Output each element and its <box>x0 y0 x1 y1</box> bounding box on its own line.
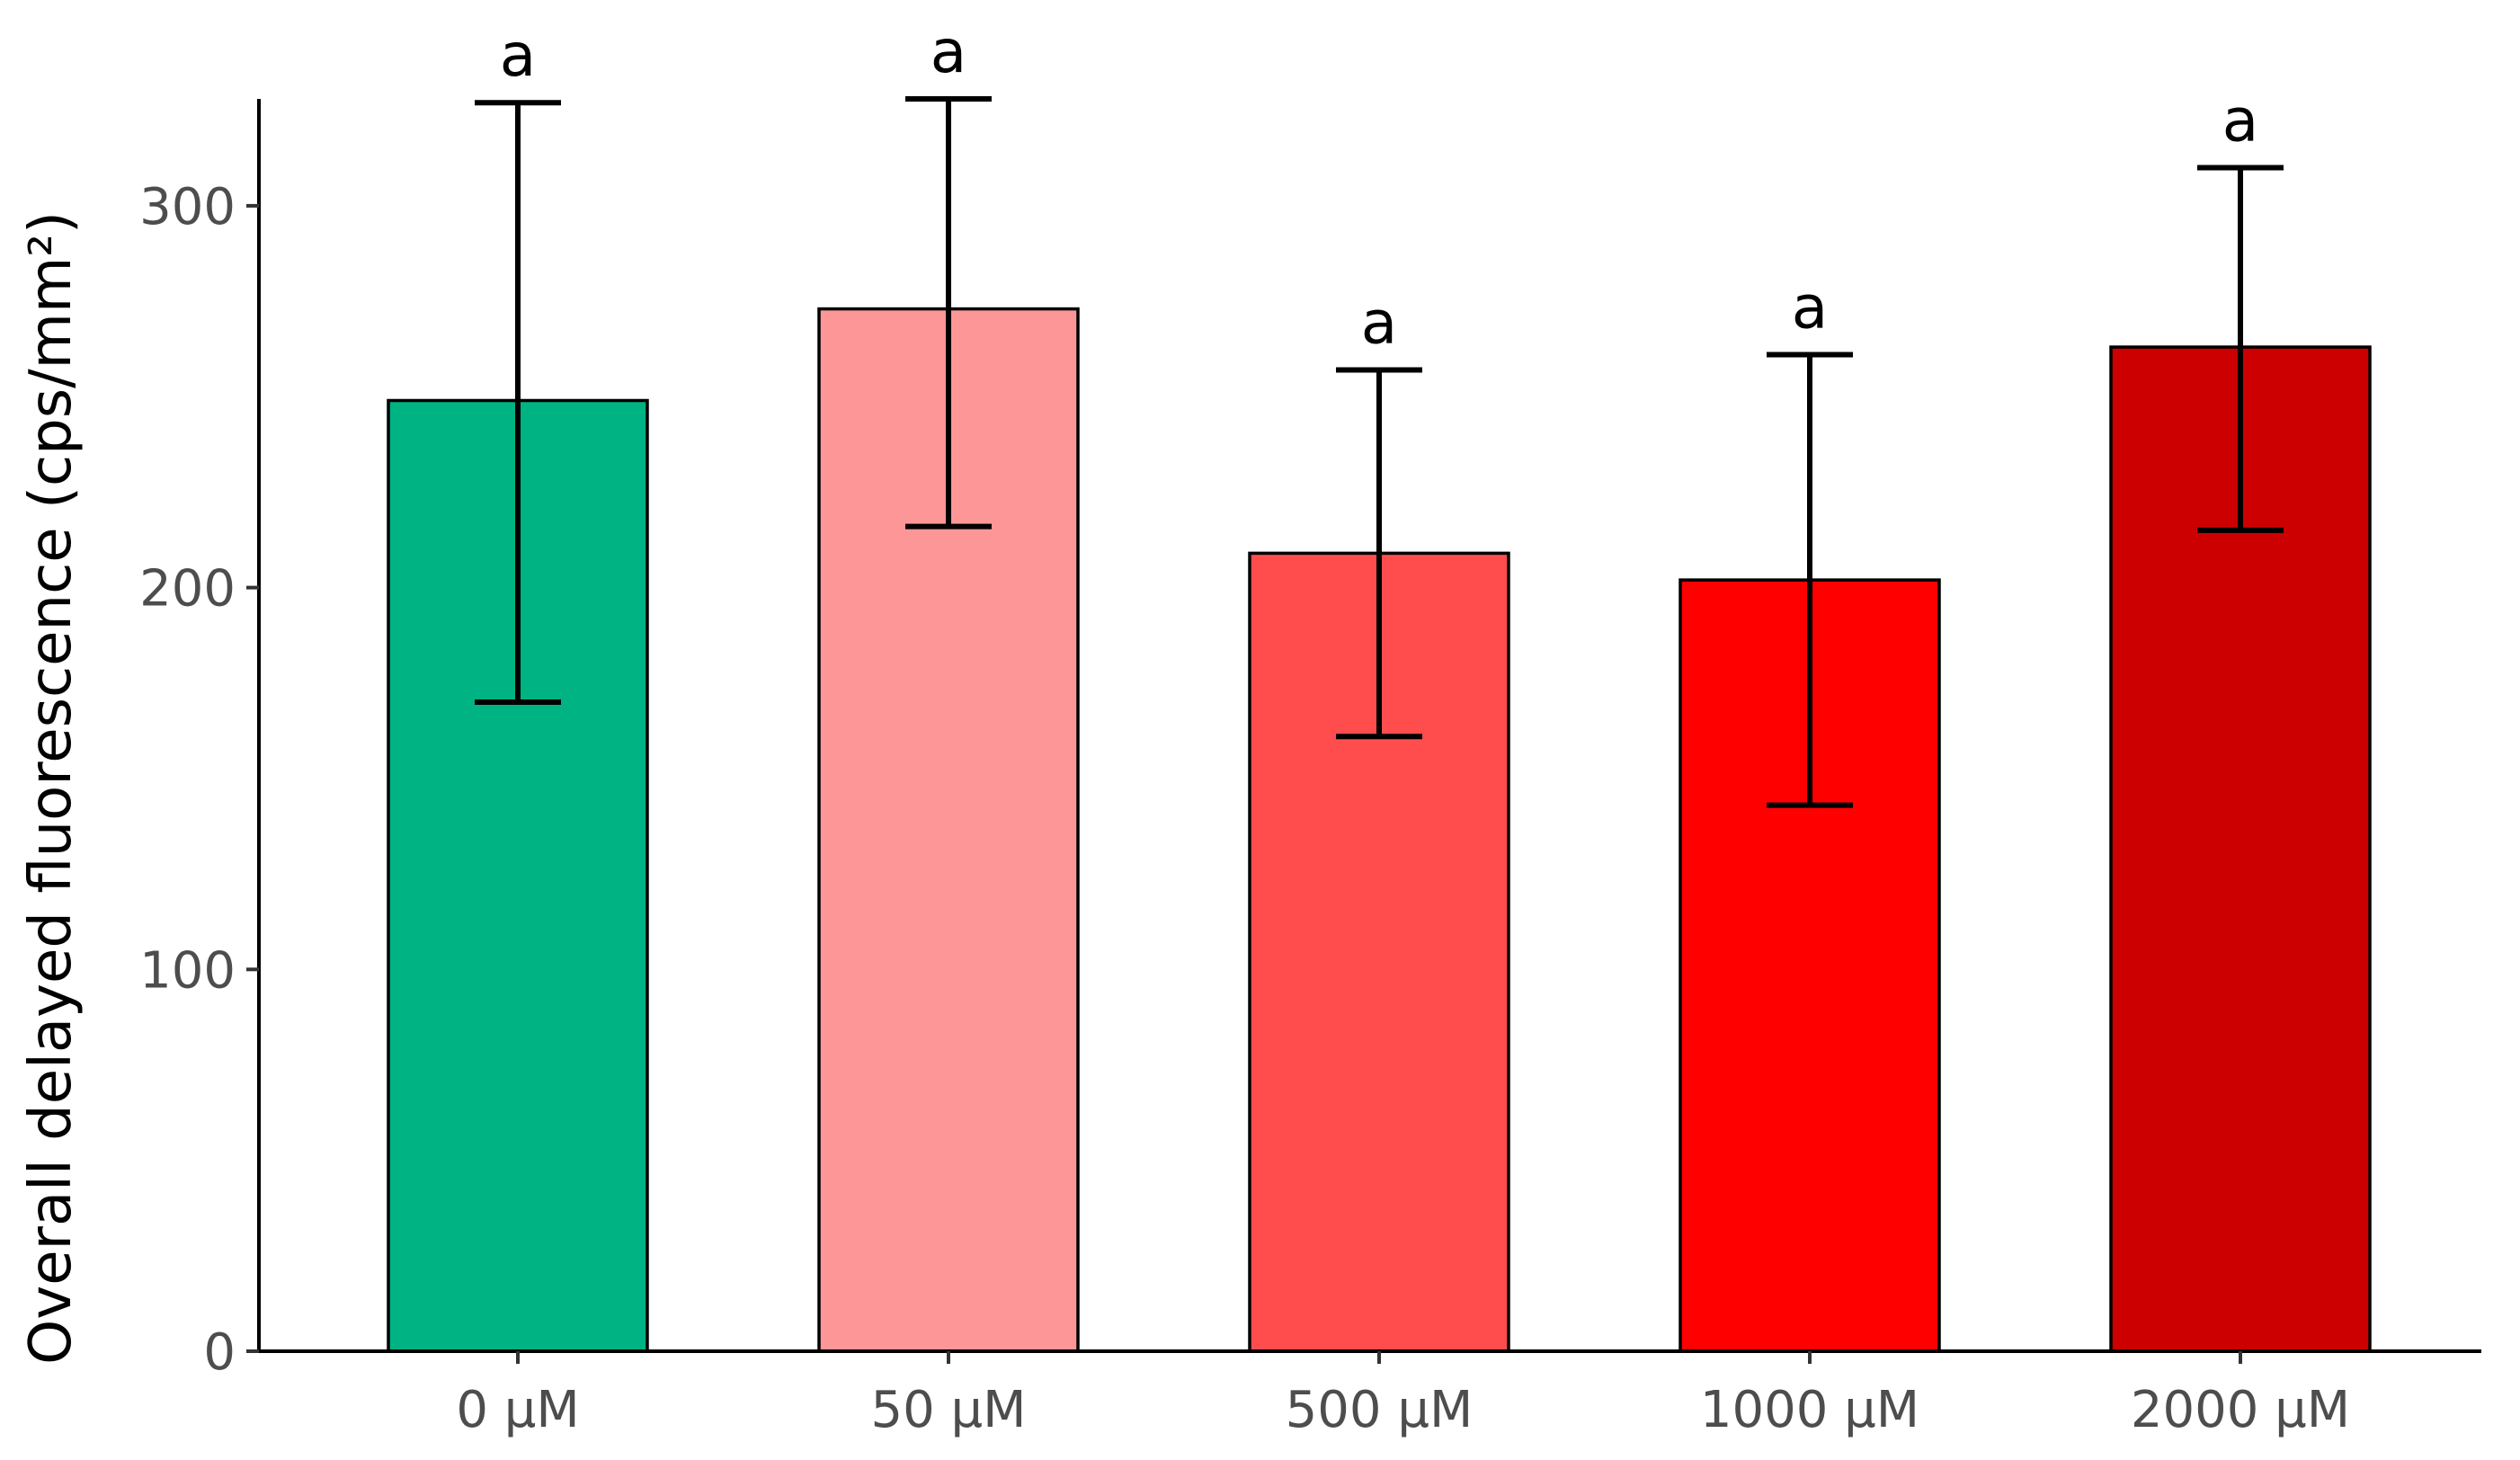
y-tick-label: 300 <box>139 178 236 236</box>
y-axis-title: Overall delayed fluorescence (cps/mm²) <box>18 211 85 1365</box>
significance-labels: a a a a a <box>500 17 2258 358</box>
x-tick-label: 0 μM <box>456 1381 579 1439</box>
x-tick-label: 2000 μM <box>2131 1381 2350 1439</box>
x-tick-label: 1000 μM <box>1700 1381 1919 1439</box>
x-tick-label: 500 μM <box>1286 1381 1474 1439</box>
significance-label: a <box>1361 289 1397 358</box>
significance-label: a <box>1792 273 1828 343</box>
y-tick-label: 100 <box>139 941 236 1000</box>
significance-label: a <box>500 21 536 90</box>
y-tick-label: 0 <box>203 1323 236 1382</box>
x-axis-ticks: 0 μM 50 μM 500 μM 1000 μM 2000 μM <box>456 1351 2350 1439</box>
significance-label: a <box>2222 85 2258 155</box>
x-tick-label: 50 μM <box>870 1381 1026 1439</box>
y-axis-ticks: 0 100 200 300 <box>139 178 259 1382</box>
error-bars <box>475 96 2284 808</box>
significance-label: a <box>931 17 966 86</box>
y-tick-label: 200 <box>139 560 236 619</box>
axes <box>257 99 2481 1353</box>
